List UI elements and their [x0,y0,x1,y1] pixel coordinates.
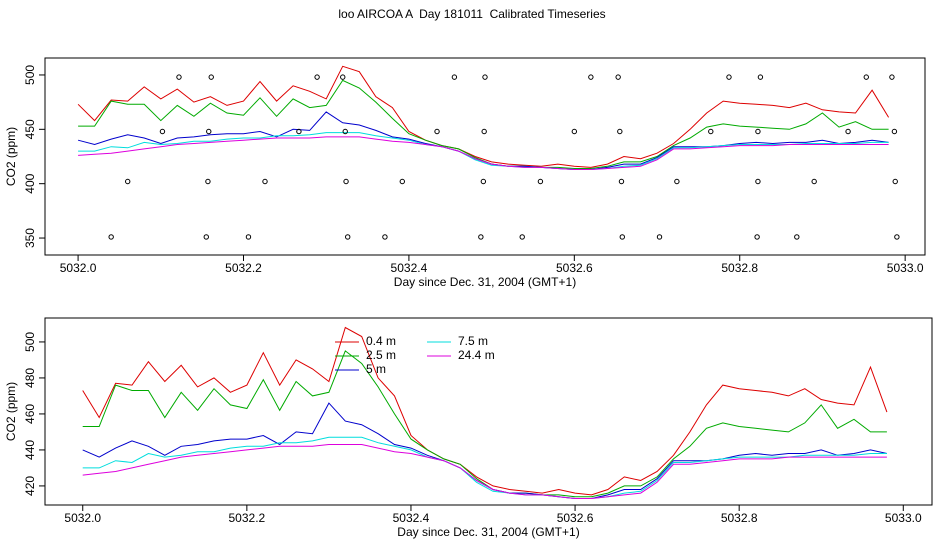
marker-point [176,74,182,80]
marker-point [343,178,349,185]
marker-point [203,234,209,240]
legend-label: 2.5 m [366,348,396,362]
y-axis-label: CO2 (ppm) [4,382,18,441]
marker-point [845,128,851,135]
x-tick-label: 5032.8 [721,511,758,525]
marker-point [159,128,166,135]
marker-point [754,234,760,240]
marker-point [537,178,544,185]
y-tick-label: 450 [23,119,37,139]
series-line [78,136,889,170]
series-line [78,132,889,170]
marker-point [125,178,131,185]
x-tick-label: 5032.4 [393,511,430,525]
marker-point [262,178,268,185]
y-tick-label: 420 [23,476,37,496]
series-line [82,436,887,499]
marker-point [755,128,761,135]
y-tick-label: 500 [23,65,37,85]
marker-point [891,128,898,135]
marker-point [382,234,388,240]
plot-frame [44,317,933,506]
x-tick-label: 5032.0 [60,261,97,275]
marker-point [296,128,302,135]
y-tick-label: 480 [23,368,37,388]
marker-point [674,178,680,185]
marker-point [708,128,714,135]
marker-point [434,128,440,135]
series-line [82,444,887,499]
marker-point [889,74,895,80]
marker-point [451,74,458,80]
y-tick-label: 440 [23,440,37,460]
y-axis-label: CO2 (ppm) [4,127,18,186]
marker-point [205,178,211,185]
y-tick-label: 460 [23,404,37,424]
marker-point [342,128,348,135]
legend-label: 5 m [366,362,386,376]
marker-point [757,74,764,80]
marker-point [481,128,487,135]
marker-point [206,128,212,135]
series-line [82,326,888,496]
marker-point [478,234,484,240]
marker-point [794,234,800,240]
x-tick-label: 5032.4 [391,261,428,275]
marker-point [108,234,114,240]
x-tick-label: 5033.0 [887,261,924,275]
x-tick-label: 5032.2 [229,511,266,525]
marker-point [245,234,252,240]
marker-point [726,74,732,80]
x-tick-label: 5032.2 [225,261,262,275]
marker-point [618,178,625,185]
marker-point [755,178,761,185]
x-tick-label: 5032.6 [557,511,594,525]
legend-label: 24.4 m [458,348,495,362]
x-tick-label: 5032.6 [556,261,593,275]
x-tick-label: 5032.0 [64,511,101,525]
marker-point [208,74,214,80]
marker-point [863,74,869,80]
series-line [77,65,890,168]
marker-point [892,178,898,185]
marker-point [656,234,663,240]
marker-point [519,234,525,240]
marker-point [345,234,351,240]
x-tick-label: 5032.8 [721,261,758,275]
marker-point [480,178,487,185]
marker-point [615,74,621,80]
marker-point [314,74,320,80]
x-axis-label: Day since Dec. 31, 2004 (GMT+1) [397,525,579,539]
marker-point [619,234,625,240]
marker-point [894,234,900,240]
y-tick-label: 400 [23,173,37,193]
chart-title: loo AIRCOA A Day 181011 Calibrated Times… [338,7,605,21]
marker-point [571,128,578,135]
series-line [78,79,889,169]
legend-label: 0.4 m [366,334,396,348]
series-line [82,350,887,498]
x-axis-label: Day since Dec. 31, 2004 (GMT+1) [394,275,576,289]
x-tick-label: 5033.0 [885,511,922,525]
marker-point [482,74,488,80]
marker-point [617,128,623,135]
marker-point [399,178,405,185]
y-tick-label: 350 [23,228,37,248]
marker-point [340,74,346,80]
marker-point [811,178,817,185]
y-tick-label: 500 [23,332,37,352]
plot-frame [44,57,926,256]
legend-label: 7.5 m [458,334,488,348]
marker-point [588,74,594,80]
